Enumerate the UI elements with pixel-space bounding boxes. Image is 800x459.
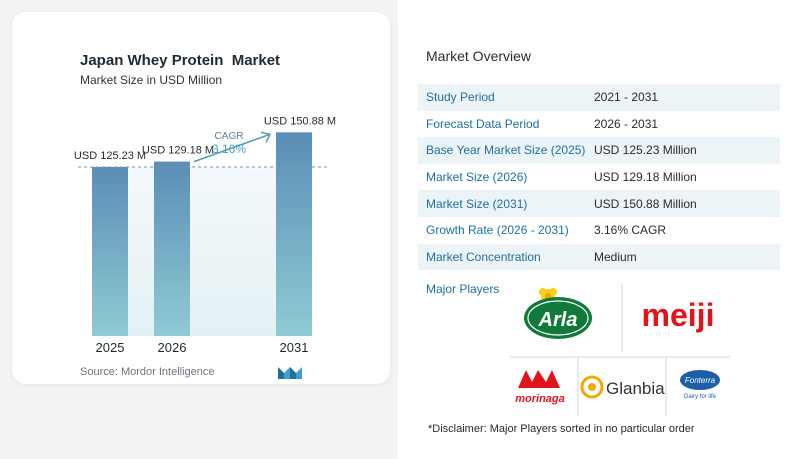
chart-subtitle: Market Size in USD Million: [80, 73, 223, 87]
overview-panel: [398, 0, 800, 459]
cagr-arrow: [193, 133, 271, 163]
x-tick-2025: 2025: [96, 340, 125, 355]
overview-label: Market Size (2031): [426, 196, 528, 211]
major-players-title: Major Players: [426, 282, 500, 296]
overview-value: 3.16% CAGR: [594, 223, 667, 238]
x-tick-2026: 2026: [158, 340, 187, 355]
overview-row: Forecast Data Period 2026 - 2031: [418, 111, 780, 138]
overview-row: Market Size (2026) USD 129.18 Million: [418, 164, 780, 191]
overview-label: Forecast Data Period: [426, 116, 540, 131]
data-label-2031: USD 150.88 M: [264, 115, 336, 127]
morinaga-logo: morinaga: [515, 370, 565, 405]
bar-chart: USD 125.23 M 2025 USD 129.18 M 2026 USD 150.…: [74, 115, 336, 355]
overview-value: USD 129.18 Million: [594, 170, 697, 185]
glanbia-logo: Glanbia: [580, 375, 665, 399]
overview-label: Market Size (2026): [426, 170, 528, 185]
overview-row: Base Year Market Size (2025) USD 125.23 …: [418, 137, 780, 164]
cagr-arrowhead: [260, 131, 272, 143]
bar-2025: [92, 166, 128, 336]
meiji-logo: meiji: [642, 297, 715, 333]
overview-label: Growth Rate (2026 - 2031): [426, 223, 569, 238]
x-tick-2031: 2031: [280, 340, 309, 355]
overview-value: 2021 - 2031: [594, 90, 659, 105]
overview-table: Study Period 2021 - 2031 Forecast Data P…: [418, 84, 780, 271]
overview-row: Study Period 2021 - 2031: [418, 84, 780, 111]
arla-logo: Arla: [524, 288, 592, 339]
chart-title: Japan Whey Protein Market: [80, 52, 281, 69]
svg-text:morinaga: morinaga: [515, 393, 565, 405]
overview-label: Base Year Market Size (2025): [426, 143, 586, 158]
svg-text:Dairy for life: Dairy for life: [684, 394, 717, 400]
overview-value: USD 150.88 Million: [594, 196, 697, 211]
svg-text:Arla: Arla: [538, 309, 578, 331]
mordor-intelligence-logo-icon: [278, 367, 302, 379]
chart-background-band: [128, 166, 276, 336]
data-label-2025: USD 125.23 M: [74, 150, 146, 162]
overview-row: Market Concentration Medium: [418, 243, 780, 271]
overview-label: Study Period: [426, 90, 495, 105]
cagr-value: 3.16%: [212, 142, 246, 156]
svg-text:Glanbia: Glanbia: [606, 379, 665, 398]
bar-2031: [276, 132, 312, 336]
svg-text:Fonterra: Fonterra: [685, 376, 716, 385]
source-note: Source: Mordor Intelligence: [80, 366, 215, 378]
fonterra-logo: Fonterra Dairy for life: [680, 370, 720, 400]
overview-value: 2026 - 2031: [594, 116, 659, 131]
major-players-logos: Arla meiji morinaga Glanbia Fonterra Dai…: [510, 284, 730, 416]
cagr-label: CAGR: [215, 131, 244, 142]
overview-label: Market Concentration: [426, 249, 541, 264]
disclaimer: *Disclaimer: Major Players sorted in no …: [428, 423, 695, 435]
overview-value: Medium: [594, 249, 637, 264]
data-label-2026: USD 129.18 M: [142, 145, 214, 157]
overview-row: Market Size (2031) USD 150.88 Million: [418, 190, 780, 217]
overview-row: Growth Rate (2026 - 2031) 3.16% CAGR: [418, 217, 780, 244]
overview-title: Market Overview: [426, 48, 532, 64]
bar-2026: [154, 161, 190, 336]
overview-value: USD 125.23 Million: [594, 143, 697, 158]
